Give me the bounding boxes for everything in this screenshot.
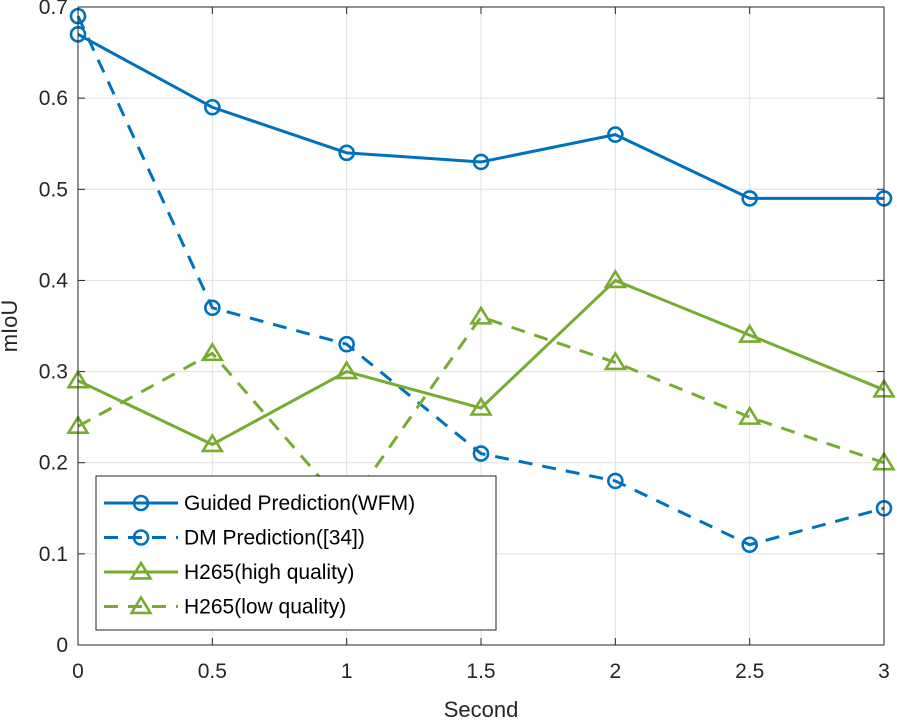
legend-entry: H265(high quality) (104, 560, 354, 584)
data-point-marker (469, 396, 493, 416)
y-tick-label: 0.5 (39, 178, 68, 201)
data-point-marker (204, 98, 221, 116)
x-tick-label: 1.5 (466, 660, 495, 683)
x-axis-title: Second (444, 697, 519, 721)
data-point-marker (603, 350, 628, 371)
data-point-marker (469, 305, 493, 325)
legend-marker (129, 560, 153, 580)
x-tick-label: 2.5 (735, 660, 764, 683)
data-point-marker (472, 445, 490, 462)
legend-label: H265(low quality) (184, 596, 346, 619)
y-tick-label: 0.6 (39, 87, 68, 110)
x-tick-label: 1 (341, 660, 353, 683)
x-tick-label: 0 (72, 660, 84, 683)
data-point-marker (200, 432, 225, 453)
legend: Guided Prediction(WFM) DM Prediction([34]… (95, 475, 497, 631)
series-line (77, 278, 885, 446)
data-point-marker (737, 323, 762, 343)
legend-marker (132, 529, 150, 546)
series-2 (69, 7, 893, 554)
y-tick-label: 0.7 (39, 0, 68, 19)
data-point-marker (204, 299, 221, 317)
data-point-marker (338, 144, 355, 162)
data-point-marker (472, 153, 490, 171)
legend-label: H265(high quality) (184, 561, 354, 584)
x-tick-label: 2 (609, 660, 621, 683)
y-tick-label: 0.3 (39, 361, 68, 384)
series-line (76, 15, 885, 547)
y-tick-label: 0 (56, 634, 68, 657)
data-point-marker (334, 360, 359, 380)
x-axis-ticks: 0 0.5 1 1.5 2 2.5 3 (72, 7, 890, 683)
series-line (77, 315, 885, 510)
data-point-marker (741, 190, 758, 207)
data-point-marker (741, 536, 758, 554)
legend-marker (129, 595, 153, 615)
data-point-marker (607, 126, 624, 143)
series-line (77, 33, 884, 200)
data-point-marker (607, 472, 624, 490)
plot-frame (77, 6, 885, 646)
data-point-marker (737, 405, 762, 425)
legend-entry: H265(low quality) (104, 595, 346, 619)
legend-entry: Guided Prediction(WFM) (104, 492, 415, 515)
legend-marker (132, 494, 150, 512)
x-tick-label: 0.5 (198, 660, 227, 683)
legend-label: DM Prediction([34]) (184, 527, 365, 550)
y-axis-title: mIoU (0, 300, 22, 353)
data-point-marker (338, 335, 355, 353)
legend-label: Guided Prediction(WFM) (184, 492, 415, 515)
y-tick-label: 0.4 (39, 269, 69, 292)
legend-entry: DM Prediction([34]) (104, 527, 365, 550)
series-layer (66, 7, 896, 554)
x-tick-label: 3 (878, 660, 890, 683)
y-axis-ticks: 0 0.1 0.2 0.3 0.4 0.5 0.6 0.7 (39, 0, 884, 657)
series-3 (66, 268, 896, 453)
y-tick-label: 0.2 (39, 452, 68, 475)
data-point-marker (200, 341, 225, 362)
y-tick-label: 0.1 (39, 543, 68, 566)
data-point-marker (603, 268, 628, 289)
